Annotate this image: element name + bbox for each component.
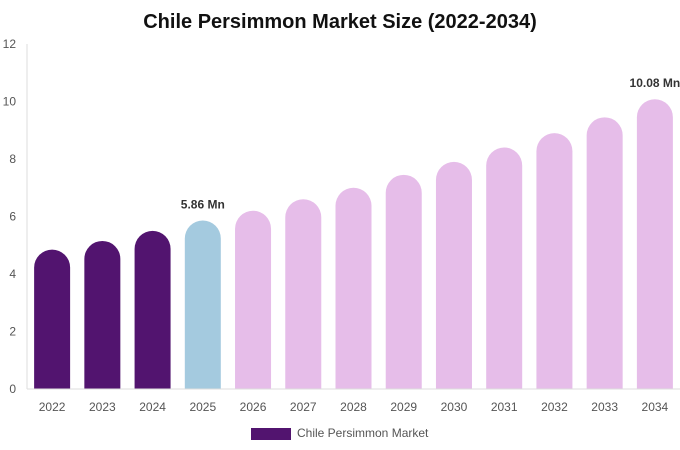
data-label: 10.08 Mn: [630, 76, 680, 90]
y-axis: 0 2 4 6 8 10 12: [3, 37, 28, 396]
x-tick-label: 2028: [340, 400, 367, 414]
x-tick-label: 2025: [189, 400, 216, 414]
y-tick-label: 4: [9, 267, 16, 281]
bars-group: [34, 99, 673, 389]
data-label: 5.86 Mn: [181, 198, 225, 212]
data-labels-group: 5.86 Mn 10.08 Mn: [181, 76, 680, 211]
x-tick-label: 2026: [240, 400, 267, 414]
bar-2022[interactable]: [34, 249, 71, 389]
chart-title: Chile Persimmon Market Size (2022-2034): [143, 11, 537, 33]
x-tick-label: 2027: [290, 400, 317, 414]
x-tick-label: 2033: [591, 400, 618, 414]
y-tick-label: 8: [9, 152, 16, 166]
bar-2029[interactable]: [385, 174, 422, 389]
bar-2025[interactable]: [184, 220, 221, 389]
bar-2030[interactable]: [435, 161, 472, 389]
x-tick-label: 2024: [139, 400, 166, 414]
legend-label: Chile Persimmon Market: [297, 426, 429, 440]
bar-2024[interactable]: [134, 230, 171, 389]
x-axis: 2022 2023 2024 2025 2026 2027 2028 2029 2030 2031…: [27, 388, 680, 414]
x-tick-label: 2022: [39, 400, 66, 414]
legend[interactable]: Chile Persimmon Market: [251, 426, 429, 440]
bar-2034[interactable]: [636, 99, 673, 389]
x-tick-label: 2030: [441, 400, 468, 414]
y-tick-label: 10: [3, 95, 17, 109]
bar-2028[interactable]: [335, 187, 372, 389]
bar-2031[interactable]: [486, 147, 523, 390]
x-tick-label: 2032: [541, 400, 568, 414]
bar-2033[interactable]: [586, 117, 623, 389]
bar-2032[interactable]: [536, 133, 573, 389]
x-tick-label: 2031: [491, 400, 518, 414]
bar-2026[interactable]: [235, 210, 272, 389]
bar-2023[interactable]: [84, 240, 121, 389]
legend-swatch: [251, 428, 291, 440]
y-tick-label: 6: [9, 210, 16, 224]
x-tick-label: 2029: [390, 400, 417, 414]
y-tick-label: 2: [9, 325, 16, 339]
x-tick-label: 2023: [89, 400, 116, 414]
y-tick-label: 0: [9, 382, 16, 396]
y-tick-label: 12: [3, 37, 17, 51]
bar-2027[interactable]: [285, 199, 322, 389]
x-tick-label: 2034: [642, 400, 669, 414]
